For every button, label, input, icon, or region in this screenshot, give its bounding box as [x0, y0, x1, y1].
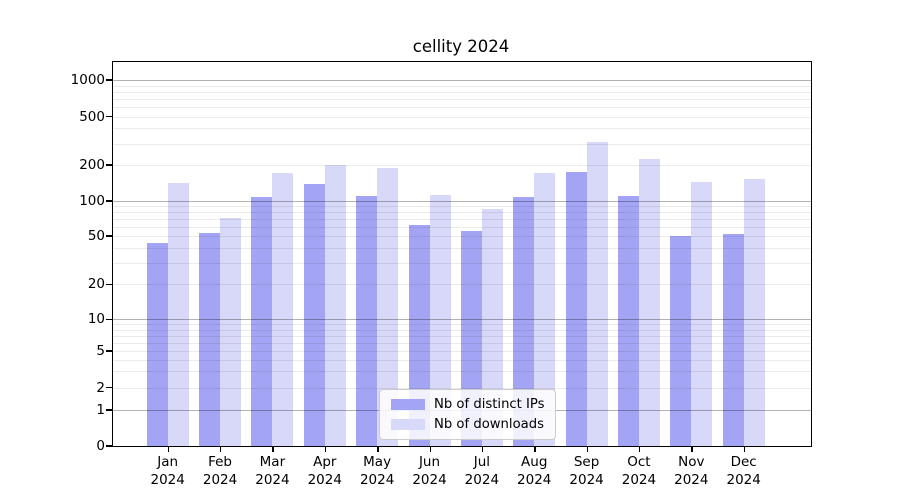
- bar-distinct-ips: [199, 233, 221, 446]
- x-tick-label: Apr 2024: [307, 454, 342, 488]
- plot-area: Nb of distinct IPs Nb of downloads 0 1 2 5 1…: [71, 61, 812, 488]
- bar-downloads: [377, 167, 399, 446]
- minor-gridline: [113, 85, 811, 87]
- minor-gridline: [113, 143, 811, 145]
- y-tick-mark: [106, 445, 112, 447]
- bar-downloads: [586, 141, 608, 446]
- legend-label-downloads: Nb of downloads: [434, 417, 544, 432]
- x-tick-mark: [743, 447, 746, 452]
- bar-distinct-ips: [722, 234, 744, 446]
- bar-downloads: [167, 182, 189, 446]
- x-tick-label: Jul 2024: [464, 454, 500, 488]
- bar-downloads: [638, 158, 660, 446]
- bar-downloads: [272, 172, 294, 446]
- x-tick-mark: [586, 447, 588, 452]
- y-tick-mark: [106, 350, 112, 352]
- x-tick-mark: [534, 447, 536, 452]
- y-tick-label: 2: [96, 379, 105, 396]
- legend-item-downloads: Nb of downloads: [391, 417, 545, 432]
- y-tick-label: 1: [96, 402, 105, 418]
- bar-downloads: [220, 217, 242, 446]
- x-tick-mark: [377, 447, 379, 452]
- bar-distinct-ips: [303, 184, 325, 446]
- x-tick-label: Jan 2024: [150, 454, 185, 488]
- x-tick-mark: [429, 447, 431, 452]
- legend-item-distinct-ips: Nb of distinct IPs: [391, 397, 545, 412]
- bar-distinct-ips: [617, 196, 639, 446]
- y-tick-mark: [106, 164, 112, 166]
- y-tick-label: 100: [79, 193, 105, 209]
- x-tick-label: May 2024: [359, 454, 395, 488]
- legend-swatch-downloads: [391, 419, 425, 430]
- y-tick-label: 1000: [70, 72, 105, 88]
- y-tick-mark: [106, 200, 112, 202]
- minor-gridline: [113, 128, 811, 130]
- y-tick-label: 20: [87, 276, 105, 293]
- legend: Nb of distinct IPs Nb of downloads: [379, 389, 556, 440]
- bar-distinct-ips: [670, 236, 692, 446]
- y-tick-mark: [106, 409, 112, 411]
- x-tick-mark: [220, 447, 222, 452]
- bar-downloads: [743, 178, 765, 446]
- x-tick-label: Dec 2024: [726, 454, 761, 488]
- bar-downloads: [481, 209, 503, 446]
- chart-title: cellity 2024: [412, 37, 510, 56]
- x-tick-label: Sep 2024: [569, 454, 604, 488]
- y-tick-label: 50: [87, 228, 105, 244]
- y-tick-mark: [106, 318, 112, 320]
- y-tick-mark: [106, 116, 112, 118]
- x-tick-mark: [691, 447, 693, 452]
- x-tick-mark: [324, 447, 327, 452]
- y-tick-mark: [106, 283, 112, 285]
- legend-swatch-distinct-ips: [391, 399, 425, 410]
- x-tick-label: Jun 2024: [412, 454, 447, 488]
- bar-distinct-ips: [356, 195, 378, 446]
- bar-downloads: [429, 195, 451, 446]
- y-tick-mark: [106, 235, 112, 237]
- bar-downloads: [324, 165, 346, 446]
- minor-gridline: [113, 116, 811, 118]
- x-tick-mark: [272, 447, 274, 452]
- y-tick-mark: [106, 79, 112, 81]
- bar-distinct-ips: [251, 197, 273, 446]
- x-tick-mark: [481, 447, 484, 452]
- minor-gridline: [113, 91, 811, 93]
- legend-label-distinct-ips: Nb of distinct IPs: [434, 397, 545, 412]
- minor-gridline: [113, 165, 811, 166]
- major-gridline: [113, 80, 811, 81]
- x-tick-label: Oct 2024: [621, 454, 657, 488]
- y-tick-label: 200: [79, 157, 105, 173]
- x-tick-mark: [638, 447, 641, 452]
- bar-distinct-ips: [565, 171, 587, 446]
- y-tick-mark: [106, 387, 112, 389]
- x-tick-label: Mar 2024: [255, 454, 290, 488]
- y-tick-label: 0: [96, 438, 105, 454]
- y-tick-label: 500: [79, 108, 105, 125]
- minor-gridline: [113, 98, 811, 100]
- y-tick-label: 5: [96, 343, 105, 359]
- x-tick-mark: [167, 447, 170, 452]
- x-tick-label: Nov 2024: [674, 454, 709, 488]
- bar-downloads: [691, 182, 713, 446]
- x-tick-label: Aug 2024: [517, 454, 552, 488]
- y-tick-label: 10: [87, 311, 105, 328]
- bar-distinct-ips: [513, 197, 535, 446]
- bar-downloads: [534, 173, 556, 446]
- x-tick-label: Feb 2024: [202, 454, 238, 488]
- minor-gridline: [113, 107, 811, 109]
- bar-distinct-ips: [146, 242, 168, 446]
